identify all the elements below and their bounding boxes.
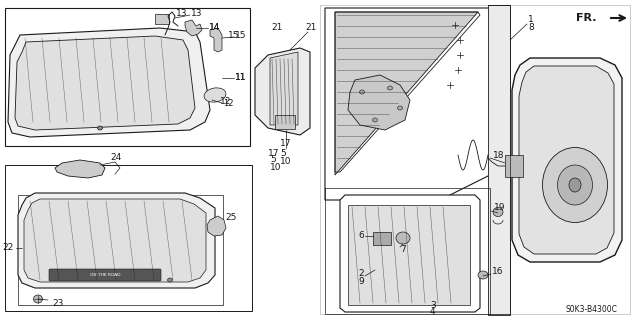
Text: 13: 13 <box>176 9 188 18</box>
Text: 24: 24 <box>110 152 121 161</box>
Ellipse shape <box>97 126 102 130</box>
Text: 15: 15 <box>235 32 246 41</box>
Text: 5: 5 <box>280 149 285 158</box>
Polygon shape <box>185 20 202 36</box>
Polygon shape <box>325 8 490 200</box>
FancyBboxPatch shape <box>49 269 161 281</box>
Polygon shape <box>18 193 215 288</box>
Bar <box>488 5 510 315</box>
Text: 1: 1 <box>528 16 534 25</box>
Polygon shape <box>348 75 410 130</box>
Text: 13: 13 <box>191 10 202 19</box>
Bar <box>275 115 295 129</box>
Text: 10: 10 <box>270 164 282 173</box>
Ellipse shape <box>478 271 488 279</box>
Ellipse shape <box>360 90 365 94</box>
Text: 19: 19 <box>494 204 506 212</box>
Text: 21: 21 <box>271 23 282 32</box>
Polygon shape <box>55 160 105 178</box>
Ellipse shape <box>543 147 607 222</box>
Text: 11: 11 <box>235 73 246 83</box>
Text: 25: 25 <box>225 213 236 222</box>
Ellipse shape <box>372 118 378 122</box>
FancyBboxPatch shape <box>5 165 252 311</box>
Text: 6: 6 <box>358 232 364 241</box>
Text: FR.: FR. <box>576 13 596 23</box>
Text: 8: 8 <box>528 24 534 33</box>
Text: 14: 14 <box>209 23 220 32</box>
Ellipse shape <box>569 178 581 192</box>
Text: 23: 23 <box>52 299 63 308</box>
Polygon shape <box>210 28 222 52</box>
Polygon shape <box>519 66 614 254</box>
Ellipse shape <box>168 278 173 282</box>
Text: 21: 21 <box>305 24 316 33</box>
Text: 14: 14 <box>209 23 220 32</box>
Text: 4: 4 <box>430 308 436 316</box>
Text: 10: 10 <box>280 157 291 166</box>
Text: 17: 17 <box>280 139 291 149</box>
Text: ON THE ROAD: ON THE ROAD <box>90 273 120 277</box>
Text: 22: 22 <box>2 243 13 253</box>
Text: 9: 9 <box>358 277 364 286</box>
Text: 7: 7 <box>400 246 406 255</box>
Text: 15: 15 <box>228 31 239 40</box>
Text: 16: 16 <box>492 268 504 277</box>
FancyBboxPatch shape <box>18 195 223 305</box>
Ellipse shape <box>493 207 503 217</box>
Polygon shape <box>207 216 226 236</box>
Text: 18: 18 <box>493 151 504 160</box>
Polygon shape <box>24 199 206 282</box>
Ellipse shape <box>204 88 226 102</box>
Text: 3: 3 <box>430 301 436 310</box>
Ellipse shape <box>396 232 410 244</box>
Ellipse shape <box>33 295 42 303</box>
Polygon shape <box>270 52 298 125</box>
Polygon shape <box>512 58 622 262</box>
Polygon shape <box>8 28 210 137</box>
Ellipse shape <box>557 165 593 205</box>
Text: 5: 5 <box>270 155 276 165</box>
Text: S0K3-B4300C: S0K3-B4300C <box>565 306 617 315</box>
Polygon shape <box>348 205 470 305</box>
Bar <box>505 155 523 177</box>
Polygon shape <box>15 36 195 130</box>
Text: 2: 2 <box>358 269 364 278</box>
Polygon shape <box>255 48 310 135</box>
Ellipse shape <box>397 106 403 110</box>
Text: 17: 17 <box>268 149 280 158</box>
Text: 12: 12 <box>220 98 232 107</box>
Polygon shape <box>335 12 478 175</box>
FancyBboxPatch shape <box>5 8 250 146</box>
Polygon shape <box>340 195 480 312</box>
Text: 11: 11 <box>235 72 246 81</box>
Text: 12: 12 <box>223 99 234 108</box>
Bar <box>155 14 169 24</box>
Bar <box>373 232 391 245</box>
Ellipse shape <box>387 86 392 90</box>
